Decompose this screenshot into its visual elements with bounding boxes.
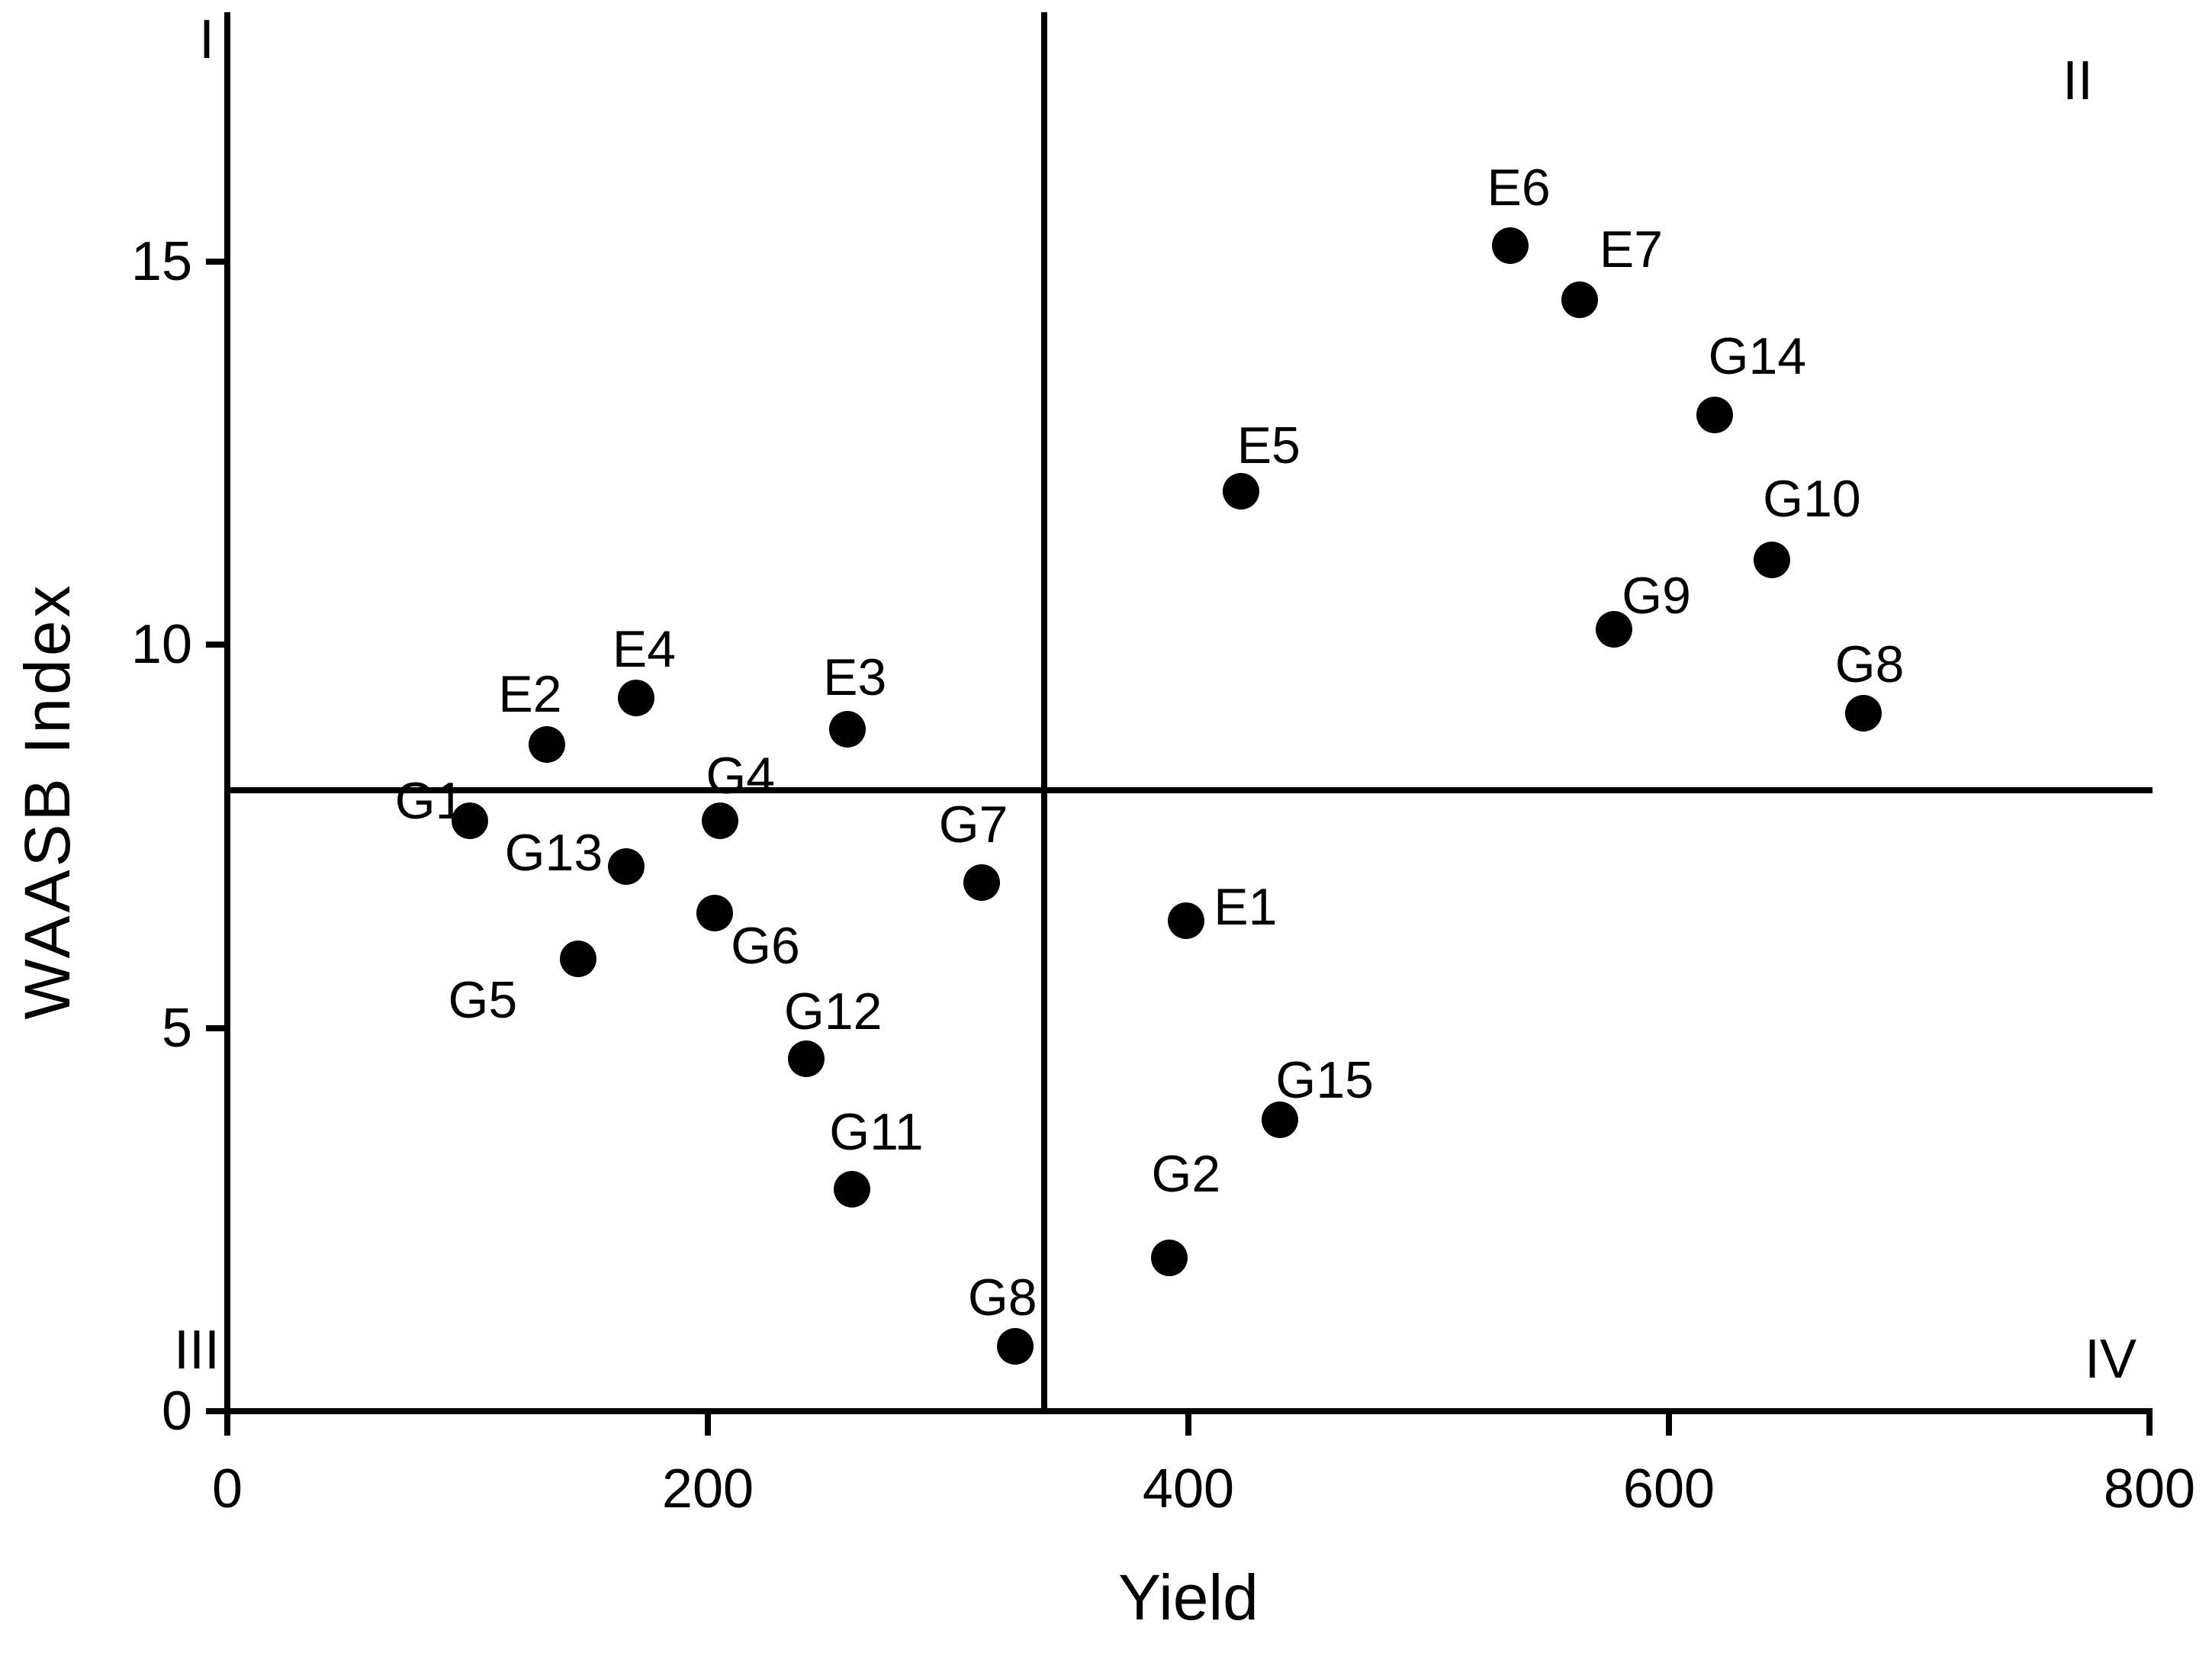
x-tick-label: 200	[661, 1458, 754, 1520]
y-tick	[206, 642, 227, 648]
data-point-label: G11	[829, 1102, 924, 1161]
data-point-label: E7	[1599, 220, 1664, 278]
x-axis-title: Yield	[1118, 1561, 1259, 1633]
quadrant-label: III	[173, 1320, 220, 1381]
data-point-label: G8	[1834, 635, 1905, 694]
mean-yield-divider-line	[1041, 12, 1047, 1408]
data-point-label: G9	[1622, 566, 1691, 625]
data-point-label: G15	[1275, 1051, 1374, 1110]
x-tick	[705, 1408, 711, 1436]
data-point-label: G14	[1708, 326, 1807, 385]
data-point-label: G13	[504, 824, 603, 883]
data-point-dot	[997, 1327, 1034, 1365]
data-point-dot	[1167, 902, 1204, 939]
data-point-label: G1	[394, 772, 465, 831]
data-point-dot	[1595, 610, 1632, 648]
data-point-dot	[828, 710, 866, 748]
quadrant-label: II	[2062, 50, 2093, 111]
data-point-dot	[617, 680, 654, 717]
data-point-dot	[1223, 473, 1260, 510]
data-point-dot	[1261, 1101, 1298, 1139]
data-point-label: E2	[498, 664, 562, 723]
data-point-label: E1	[1214, 877, 1278, 936]
data-point-label: E5	[1236, 416, 1301, 474]
mean-waasb-divider-line	[227, 786, 2153, 793]
y-tick-label: 10	[130, 614, 192, 675]
y-tick	[206, 1408, 227, 1414]
x-tick	[1666, 1408, 1672, 1436]
data-point-dot	[788, 1040, 825, 1077]
y-tick-label: 5	[161, 997, 192, 1059]
y-axis-title: WAASB Index	[11, 582, 83, 1020]
data-point-dot	[559, 941, 596, 978]
data-point-dot	[834, 1170, 870, 1208]
x-tick-label: 800	[2103, 1458, 2196, 1520]
data-point-label: G12	[783, 982, 883, 1040]
data-point-label: G4	[706, 747, 776, 806]
data-point-dot	[1754, 542, 1791, 579]
y-tick	[206, 1024, 227, 1031]
x-tick-label: 600	[1622, 1458, 1715, 1520]
x-tick-label: 0	[211, 1458, 243, 1520]
x-tick-label: 400	[1142, 1458, 1235, 1520]
data-point-label: G6	[731, 916, 800, 975]
y-tick-label: 15	[130, 230, 192, 292]
data-point-dot	[1561, 281, 1599, 318]
data-point-dot	[963, 863, 1001, 901]
data-point-dot	[1845, 695, 1882, 732]
data-point-dot	[701, 802, 738, 840]
data-point-label: E6	[1487, 159, 1551, 217]
data-point-label: E4	[612, 620, 677, 679]
data-point-dot	[528, 725, 565, 763]
data-point-label: G2	[1151, 1145, 1221, 1203]
x-tick	[2146, 1408, 2153, 1436]
data-point-dot	[1492, 227, 1529, 265]
data-point-dot	[607, 848, 645, 886]
data-point-dot	[1150, 1240, 1188, 1276]
x-tick	[1185, 1408, 1191, 1436]
data-point-label: G5	[448, 971, 518, 1030]
data-point-dot	[452, 802, 489, 840]
data-point-label: G7	[938, 795, 1008, 854]
y-tick-label: 0	[161, 1381, 192, 1442]
y-tick	[206, 258, 227, 265]
quadrant-label: I	[198, 9, 214, 70]
data-point-label: G8	[967, 1268, 1037, 1327]
data-point-dot	[696, 894, 734, 931]
data-point-label: G10	[1763, 470, 1861, 529]
x-tick	[224, 1408, 230, 1436]
quadrant-label: IV	[2084, 1329, 2137, 1390]
y-axis-line	[224, 12, 230, 1414]
data-point-label: E3	[823, 648, 887, 706]
data-point-dot	[1696, 396, 1733, 433]
